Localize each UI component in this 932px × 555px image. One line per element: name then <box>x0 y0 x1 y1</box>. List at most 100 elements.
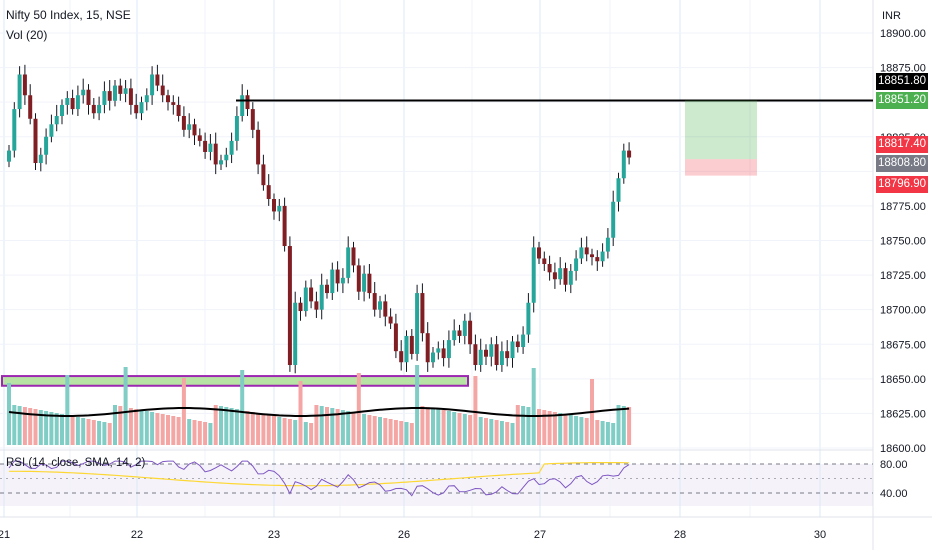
volume-bar <box>468 415 473 445</box>
volume-bar <box>340 410 345 445</box>
volume-bar <box>457 413 462 445</box>
candle-body <box>12 109 17 151</box>
candle-body <box>574 258 579 271</box>
volume-bar <box>441 410 446 445</box>
candle-body <box>272 199 276 212</box>
volume-bar <box>574 416 579 445</box>
candle-body <box>367 273 372 294</box>
price-tick-label: 18875.00 <box>880 63 926 75</box>
volume-bar <box>240 370 245 445</box>
candle-body <box>224 154 229 161</box>
volume-bar <box>431 408 435 445</box>
volume-bar <box>261 414 266 445</box>
price-tag: 18808.80 <box>876 155 928 172</box>
volume-bar <box>579 417 584 445</box>
volume-bar <box>171 416 176 445</box>
candle-body <box>346 247 351 278</box>
candle-body <box>330 269 335 294</box>
volume-bar <box>81 418 86 445</box>
volume-bar <box>245 411 250 445</box>
volume-bar <box>282 418 287 445</box>
candle-body <box>468 320 473 345</box>
candle-body <box>457 330 462 336</box>
candle-body <box>558 268 563 280</box>
candle-body <box>144 95 149 103</box>
candle-body <box>28 95 33 119</box>
stop-zone <box>685 159 757 176</box>
candle-body <box>404 335 409 363</box>
price-tag: 18851.20 <box>876 92 928 109</box>
volume-bar <box>494 420 499 445</box>
candle-body <box>22 74 27 96</box>
volume-bar <box>415 365 420 445</box>
candle-body <box>590 254 594 258</box>
volume-bar <box>388 419 393 445</box>
volume-bar <box>97 421 102 445</box>
volume-bar <box>478 417 483 445</box>
volume-bar <box>584 418 589 445</box>
volume-bar <box>303 422 308 445</box>
volume-bar <box>319 406 324 445</box>
volume-bar <box>330 408 335 445</box>
volume-bar <box>166 415 170 445</box>
candle-body <box>351 247 356 266</box>
volume-bar <box>155 413 160 445</box>
candle-body <box>446 340 451 359</box>
volume-bar <box>399 421 404 445</box>
candle-body <box>362 273 367 292</box>
candle-body <box>282 205 287 247</box>
candle-body <box>415 293 420 354</box>
candle-body <box>584 247 589 255</box>
volume-bar <box>611 423 616 445</box>
volume-bar <box>298 381 303 445</box>
candle-body <box>219 160 223 165</box>
time-tick-label: 27 <box>534 529 546 541</box>
volume-bar <box>150 412 155 445</box>
candle-body <box>44 136 49 155</box>
candle-body <box>399 351 404 363</box>
candle-body <box>298 302 303 312</box>
candle-body <box>166 95 170 103</box>
candle-body <box>65 98 70 105</box>
rsi-tick-label: 40.00 <box>880 488 908 500</box>
candle-body <box>383 301 388 317</box>
rsi-tick-label: 80.00 <box>880 459 908 471</box>
volume-bar <box>367 415 372 445</box>
volume-bar <box>250 412 255 445</box>
candle-body <box>81 89 86 96</box>
candle-body <box>54 116 59 125</box>
candle-body <box>542 258 547 265</box>
candle-body <box>420 293 425 334</box>
currency-label: INR <box>882 10 901 22</box>
candle-body <box>203 140 208 152</box>
volume-bar <box>7 383 11 445</box>
symbol-legend[interactable]: Nifty 50 Index, 15, NSE <box>6 8 131 22</box>
volume-bar <box>420 406 425 445</box>
volume-bar <box>515 405 520 445</box>
volume-bar <box>510 423 515 445</box>
rsi-legend[interactable]: RSI (14, close, SMA, 14, 2) <box>6 457 146 469</box>
time-tick-label: 21 <box>0 529 10 541</box>
volume-bar <box>462 414 467 445</box>
candle-body <box>627 150 632 158</box>
volume-bar <box>107 423 112 445</box>
candle-body <box>49 124 54 137</box>
candle-body <box>600 251 605 262</box>
candle-body <box>134 104 139 114</box>
rsi-line <box>8 460 630 497</box>
candle-body <box>17 74 22 110</box>
volume-bar <box>351 412 356 445</box>
volume-bar <box>17 406 22 445</box>
volume-bar <box>38 410 43 445</box>
candle-body <box>234 116 239 141</box>
candle-body <box>38 154 43 164</box>
candle-body <box>473 344 478 365</box>
volume-bar <box>499 421 504 445</box>
candle-body <box>309 287 314 302</box>
volume-bar <box>372 416 377 445</box>
volume-bar <box>91 420 96 445</box>
volume-bar <box>325 407 329 445</box>
volume-legend[interactable]: Vol (20) <box>6 28 48 42</box>
volume-ma-line <box>8 407 630 417</box>
